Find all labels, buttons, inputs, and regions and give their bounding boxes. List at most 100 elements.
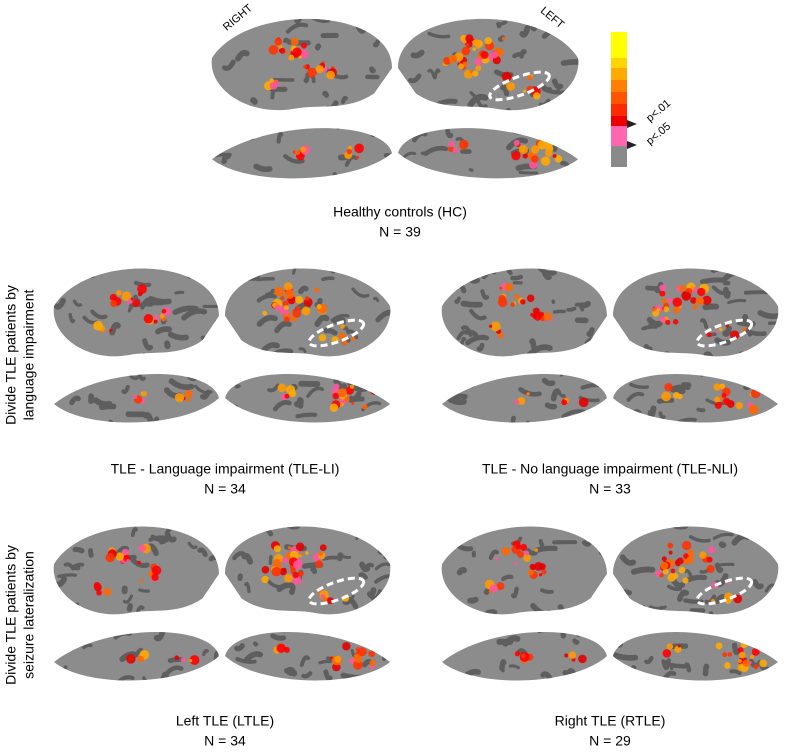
sulcus	[91, 551, 92, 556]
activation	[270, 81, 278, 89]
sulcus	[176, 292, 183, 293]
activation	[523, 554, 531, 562]
sulcus	[324, 630, 330, 634]
sulcus	[283, 521, 298, 527]
sulcus	[402, 170, 410, 175]
activation	[687, 556, 694, 563]
activation	[667, 643, 673, 649]
activation	[713, 383, 721, 391]
activation	[696, 297, 704, 305]
sulcus	[313, 77, 314, 81]
activation	[448, 141, 454, 147]
sulcus	[352, 525, 358, 530]
activation	[514, 562, 517, 565]
sulcus	[588, 527, 606, 528]
sample-size: N = 39	[379, 224, 421, 240]
sulcus	[569, 679, 578, 682]
activation	[344, 397, 349, 402]
sulcus	[486, 591, 487, 592]
sulcus	[646, 347, 650, 350]
activation	[514, 399, 519, 404]
sulcus	[371, 103, 389, 109]
sulcus	[533, 25, 534, 28]
sulcus	[741, 354, 751, 361]
activation	[541, 156, 550, 165]
activation	[126, 654, 136, 664]
sulcus	[597, 422, 613, 425]
activation	[485, 37, 492, 44]
sulcus	[64, 667, 65, 672]
sulcus	[512, 277, 520, 278]
activation	[320, 544, 327, 551]
sulcus	[607, 596, 610, 602]
sulcus	[600, 675, 620, 681]
activation	[514, 294, 519, 299]
activation	[520, 544, 527, 551]
sulcus	[718, 565, 721, 570]
sulcus	[472, 530, 483, 532]
activation	[458, 63, 464, 69]
sulcus	[216, 421, 231, 427]
sulcus	[256, 166, 270, 169]
threshold-label: p<.01	[644, 97, 673, 124]
sample-size: N = 34	[204, 733, 246, 748]
row-label: seizure lateralization	[21, 551, 37, 679]
sample-size: N = 34	[204, 481, 246, 497]
sulcus	[706, 666, 707, 673]
sulcus	[532, 341, 534, 347]
activation	[661, 392, 671, 402]
ventral-surface	[51, 368, 231, 427]
activation	[498, 295, 505, 302]
ventral-surface	[206, 121, 397, 189]
activation	[722, 393, 727, 398]
sulcus	[357, 25, 363, 32]
color-step	[611, 58, 627, 68]
sulcus	[386, 353, 401, 358]
sulcus	[541, 541, 543, 545]
sulcus	[775, 641, 793, 643]
sulcus	[189, 376, 194, 378]
sulcus	[597, 425, 617, 429]
activation	[284, 394, 289, 399]
activation	[293, 560, 302, 569]
activation	[752, 648, 760, 656]
sulcus	[343, 676, 364, 678]
activation	[466, 43, 470, 47]
sulcus	[716, 516, 730, 521]
sulcus	[615, 592, 629, 600]
activation	[181, 658, 186, 663]
sulcus	[378, 9, 396, 14]
activation	[128, 299, 132, 303]
activation	[269, 45, 279, 55]
activation	[262, 566, 270, 574]
sulcus	[296, 15, 302, 22]
activation	[723, 398, 730, 405]
sulcus	[272, 92, 273, 97]
sulcus	[717, 265, 721, 270]
sulcus	[537, 548, 556, 550]
sulcus	[244, 138, 251, 140]
sulcus	[174, 255, 181, 262]
sulcus	[522, 422, 528, 425]
activation	[462, 47, 470, 55]
sulcus	[698, 410, 703, 411]
sulcus	[129, 606, 130, 609]
activation	[751, 384, 755, 388]
activation	[673, 573, 679, 579]
sulcus	[391, 108, 405, 109]
activation	[472, 70, 478, 76]
activation	[109, 329, 112, 332]
sulcus	[757, 611, 777, 616]
activation	[142, 391, 147, 396]
cortex	[613, 269, 778, 357]
sulcus	[503, 577, 511, 579]
activation	[138, 292, 142, 296]
ventral-surface	[225, 369, 390, 427]
sulcus	[444, 391, 450, 398]
sulcus	[467, 672, 478, 675]
sulcus	[306, 75, 308, 81]
sulcus	[369, 179, 376, 183]
activation	[673, 297, 683, 307]
activation	[307, 68, 317, 78]
sulcus	[336, 108, 339, 111]
